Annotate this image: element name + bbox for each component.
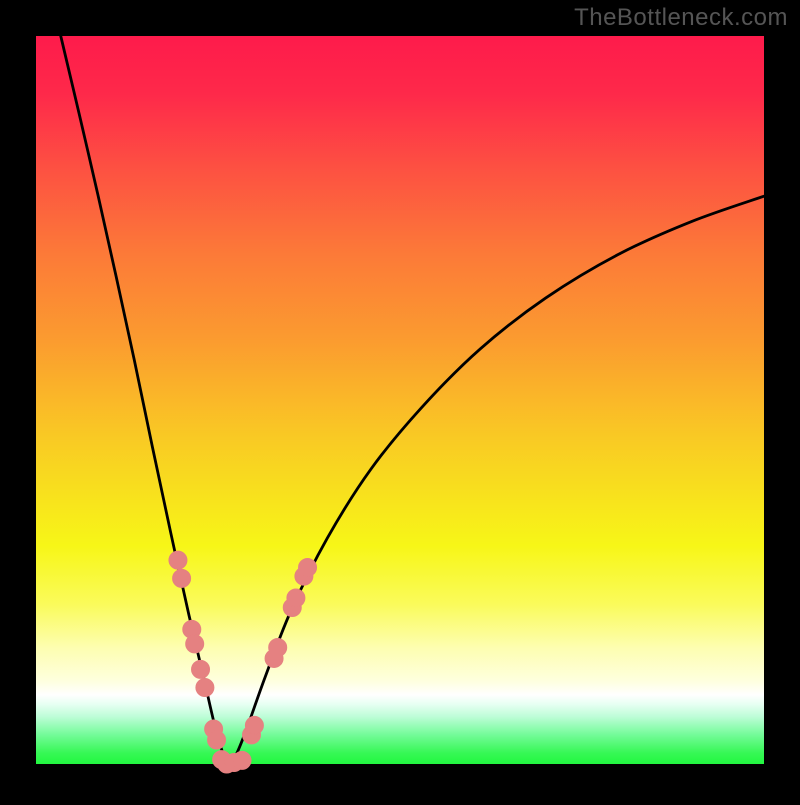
plot-background bbox=[36, 36, 764, 764]
marker-point bbox=[269, 639, 287, 657]
marker-point bbox=[173, 569, 191, 587]
watermark-text: TheBottleneck.com bbox=[574, 4, 788, 32]
chart-container: TheBottleneck.com bbox=[0, 0, 800, 800]
marker-point bbox=[192, 660, 210, 678]
marker-point bbox=[299, 558, 317, 576]
marker-point bbox=[245, 716, 263, 734]
bottleneck-chart bbox=[0, 0, 800, 800]
marker-point bbox=[233, 751, 251, 769]
marker-point bbox=[169, 551, 187, 569]
marker-point bbox=[287, 589, 305, 607]
marker-point bbox=[196, 679, 214, 697]
marker-point bbox=[186, 635, 204, 653]
marker-point bbox=[208, 731, 226, 749]
